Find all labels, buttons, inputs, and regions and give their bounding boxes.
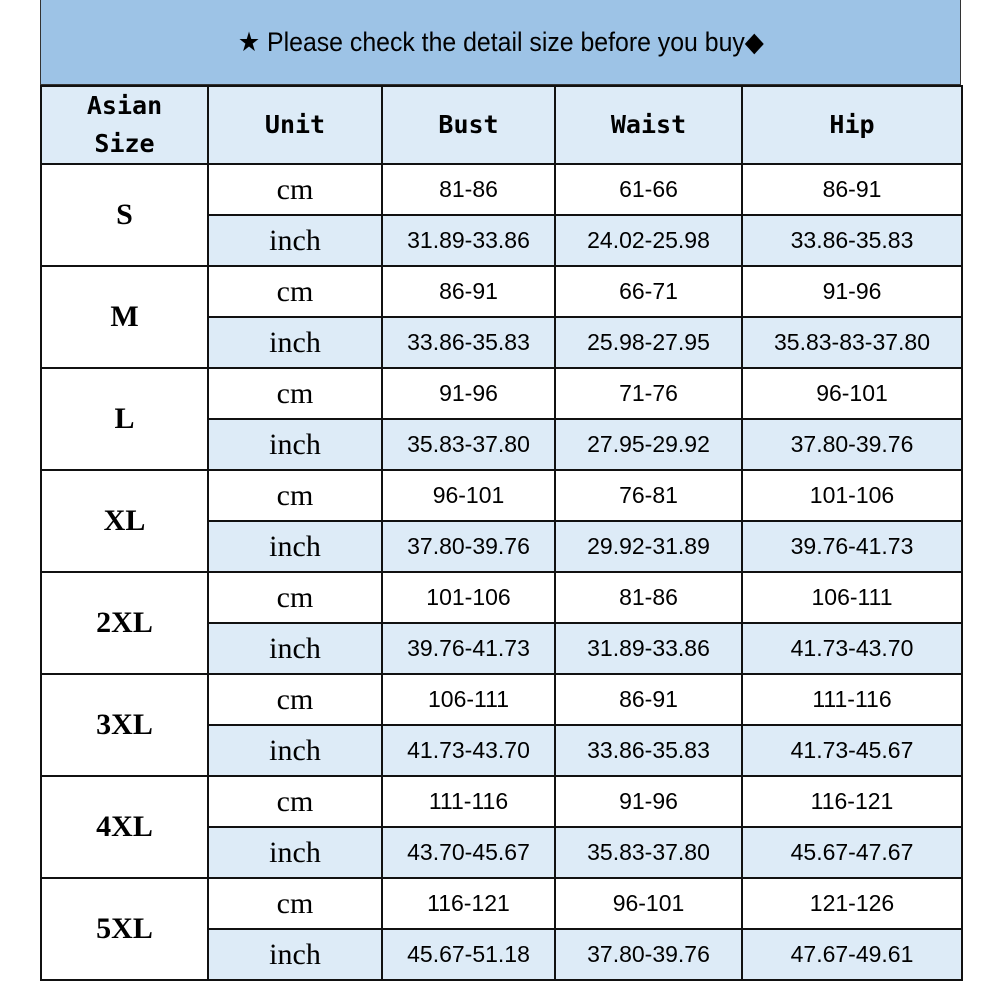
hip-value: 91-96: [741, 265, 963, 318]
table-row-2xl-inch: inch 39.76-41.73 31.89-33.86 41.73-43.70: [41, 622, 963, 675]
unit-cell: inch: [207, 316, 383, 369]
bust-value: 45.67-51.18: [381, 928, 556, 981]
bust-value: 35.83-37.80: [381, 418, 556, 471]
bust-value: 41.73-43.70: [381, 724, 556, 777]
unit-cell: cm: [207, 367, 383, 420]
waist-value: 33.86-35.83: [554, 724, 743, 777]
unit-cell: cm: [207, 469, 383, 522]
unit-cell: cm: [207, 673, 383, 726]
waist-value: 29.92-31.89: [554, 520, 743, 573]
size-label: L: [40, 367, 209, 471]
table-row-5xl-cm: 5XL cm 116-121 96-101 121-126: [40, 877, 963, 981]
table-row-xl-inch: inch 37.80-39.76 29.92-31.89 39.76-41.73: [41, 520, 963, 573]
size-label: XL: [40, 469, 209, 573]
title-text: ★ Please check the detail size before yo…: [237, 26, 764, 57]
unit-cell: inch: [207, 622, 383, 675]
table-row-xl-cm: XL cm 96-101 76-81 101-106: [40, 469, 963, 573]
size-label: 2XL: [40, 571, 209, 675]
hip-value: 101-106: [741, 469, 963, 522]
waist-value: 96-101: [554, 877, 743, 930]
unit-cell: inch: [207, 724, 383, 777]
bust-value: 31.89-33.86: [381, 214, 556, 267]
hip-value: 106-111: [741, 571, 963, 624]
bust-value: 81-86: [381, 163, 556, 216]
header-asian-size: Asian Size: [40, 85, 209, 165]
unit-cell: cm: [207, 571, 383, 624]
table-row-s-inch: inch 31.89-33.86 24.02-25.98 33.86-35.83: [41, 214, 963, 267]
header-hip: Hip: [741, 85, 963, 165]
unit-cell: inch: [207, 214, 383, 267]
header-row: Asian Size Unit Bust Waist Hip: [40, 85, 963, 165]
waist-value: 35.83-37.80: [554, 826, 743, 879]
hip-value: 39.76-41.73: [741, 520, 963, 573]
hip-value: 86-91: [741, 163, 963, 216]
table-row-2xl-cm: 2XL cm 101-106 81-86 106-111: [40, 571, 963, 675]
bust-value: 43.70-45.67: [381, 826, 556, 879]
hip-value: 121-126: [741, 877, 963, 930]
table-row-5xl-inch: inch 45.67-51.18 37.80-39.76 47.67-49.61: [41, 928, 963, 981]
size-label: M: [40, 265, 209, 369]
unit-cell: cm: [207, 877, 383, 930]
bust-value: 106-111: [381, 673, 556, 726]
waist-value: 81-86: [554, 571, 743, 624]
waist-value: 71-76: [554, 367, 743, 420]
bust-value: 101-106: [381, 571, 556, 624]
bust-value: 96-101: [381, 469, 556, 522]
waist-value: 27.95-29.92: [554, 418, 743, 471]
table-row-4xl-inch: inch 43.70-45.67 35.83-37.80 45.67-47.67: [41, 826, 963, 879]
bust-value: 111-116: [381, 775, 556, 828]
hip-value: 45.67-47.67: [741, 826, 963, 879]
table-row-3xl-cm: 3XL cm 106-111 86-91 111-116: [40, 673, 963, 777]
size-chart: ★ Please check the detail size before yo…: [40, 0, 963, 981]
waist-value: 76-81: [554, 469, 743, 522]
unit-cell: inch: [207, 418, 383, 471]
hip-value: 111-116: [741, 673, 963, 726]
table-row-4xl-cm: 4XL cm 111-116 91-96 116-121: [40, 775, 963, 879]
bust-value: 91-96: [381, 367, 556, 420]
unit-cell: inch: [207, 520, 383, 573]
waist-value: 86-91: [554, 673, 743, 726]
unit-cell: cm: [207, 163, 383, 216]
bust-value: 37.80-39.76: [381, 520, 556, 573]
hip-value: 33.86-35.83: [741, 214, 963, 267]
table-row-m-inch: inch 33.86-35.83 25.98-27.95 35.83-83-37.80: [41, 316, 963, 369]
bust-value: 39.76-41.73: [381, 622, 556, 675]
waist-value: 66-71: [554, 265, 743, 318]
unit-cell: cm: [207, 775, 383, 828]
hip-value: 47.67-49.61: [741, 928, 963, 981]
hip-value: 35.83-83-37.80: [741, 316, 963, 369]
waist-value: 25.98-27.95: [554, 316, 743, 369]
waist-value: 61-66: [554, 163, 743, 216]
hip-value: 116-121: [741, 775, 963, 828]
size-label: 3XL: [40, 673, 209, 777]
hip-value: 37.80-39.76: [741, 418, 963, 471]
unit-cell: cm: [207, 265, 383, 318]
table-row-3xl-inch: inch 41.73-43.70 33.86-35.83 41.73-45.67: [41, 724, 963, 777]
unit-cell: inch: [207, 928, 383, 981]
hip-value: 41.73-43.70: [741, 622, 963, 675]
chart-title: ★ Please check the detail size before yo…: [40, 0, 961, 85]
bust-value: 33.86-35.83: [381, 316, 556, 369]
table-row-l-inch: inch 35.83-37.80 27.95-29.92 37.80-39.76: [41, 418, 963, 471]
header-bust: Bust: [381, 85, 556, 165]
waist-value: 31.89-33.86: [554, 622, 743, 675]
waist-value: 24.02-25.98: [554, 214, 743, 267]
size-label: 4XL: [40, 775, 209, 879]
size-label: 5XL: [40, 877, 209, 981]
bust-value: 116-121: [381, 877, 556, 930]
hip-value: 41.73-45.67: [741, 724, 963, 777]
header-waist: Waist: [554, 85, 743, 165]
waist-value: 91-96: [554, 775, 743, 828]
size-label: S: [40, 163, 209, 267]
unit-cell: inch: [207, 826, 383, 879]
waist-value: 37.80-39.76: [554, 928, 743, 981]
header-unit: Unit: [207, 85, 383, 165]
bust-value: 86-91: [381, 265, 556, 318]
hip-value: 96-101: [741, 367, 963, 420]
